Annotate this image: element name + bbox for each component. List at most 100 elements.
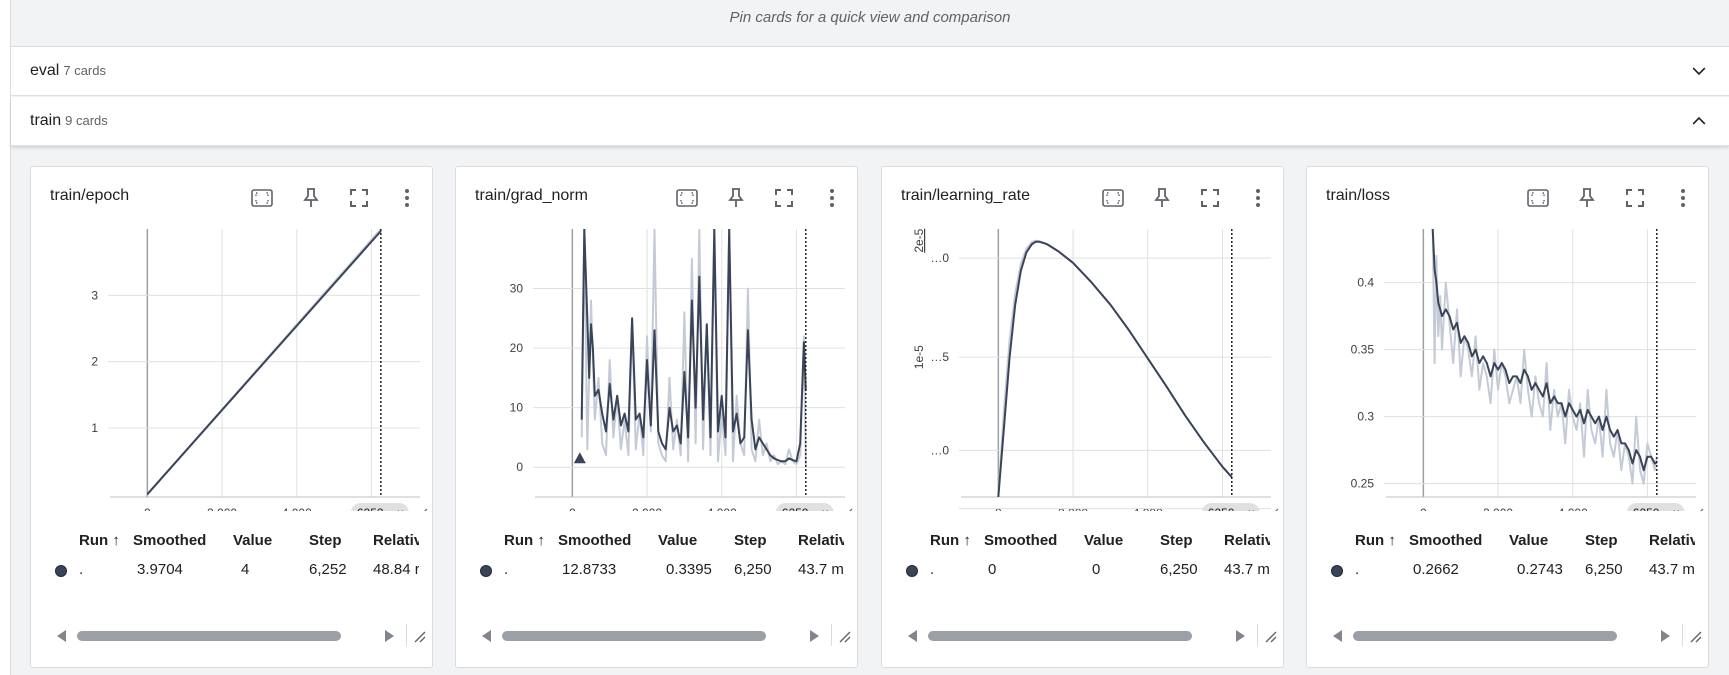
fullscreen-button[interactable] [344,183,374,213]
col-value[interactable]: Value [658,532,698,549]
scalar-card-1: train/grad_norm 02,0004,00001020306250× … [455,166,858,668]
col-step[interactable]: Step [1160,532,1193,549]
pin-button[interactable] [296,183,326,213]
fit-domain-button[interactable] [672,183,702,213]
table-scrollbar[interactable] [476,627,824,645]
close-icon: × [1673,506,1680,511]
more-vert-icon [820,186,844,210]
scrollbar-thumb[interactable] [928,631,1192,641]
scroll-left-icon[interactable] [1333,630,1342,642]
scrollbar-thumb[interactable] [77,631,341,641]
table-scrollbar[interactable] [51,627,399,645]
line-chart[interactable]: 0 2,000 4,000 0 10 20 30 6250 × [456,221,859,511]
step-cursor-badge [351,503,409,511]
fullscreen-button[interactable] [1195,183,1225,213]
fullscreen-icon [772,186,796,210]
scroll-left-icon[interactable] [482,630,491,642]
x-tick-label: 2,000 [632,506,662,511]
scroll-right-icon[interactable] [385,630,394,642]
col-run[interactable]: Run ↑ [930,532,971,549]
chart-resize-icon [849,508,853,511]
group-header-eval[interactable]: eval 7 cards [11,47,1729,96]
resize-handle[interactable] [1257,624,1280,646]
col-step[interactable]: Step [1585,532,1618,549]
card-title: train/grad_norm [475,187,588,204]
line-chart[interactable]: 0 2,000 4,000 1 2 3 6252 × [31,221,434,511]
run-color-swatch[interactable] [55,565,67,577]
raw-series-line [997,239,1233,497]
chart-svg: 02,0004,000…0…5…02e-51e-56250× [912,228,1279,511]
cell-value: 0.2743 [1517,561,1563,578]
y-tick-label: 1 [91,421,98,435]
chart-svg: 0 2,000 4,000 0.25 0.3 0.35 0.4 6250 × [1351,229,1704,511]
more-options-button[interactable] [1243,183,1273,213]
pin-button[interactable] [1572,183,1602,213]
step-cursor-label: 6250 [782,506,809,511]
scroll-left-icon[interactable] [908,630,917,642]
group-header-train[interactable]: train 9 cards [11,97,1729,146]
cell-step: 6,252 [309,561,347,578]
more-options-button[interactable] [817,183,847,213]
col-smoothed[interactable]: Smoothed [984,532,1058,549]
chevron-down-icon[interactable] [1689,61,1709,81]
run-color-swatch[interactable] [906,565,918,577]
col-relative[interactable]: Relative [1224,532,1270,549]
table-scrollbar[interactable] [902,627,1250,645]
col-run[interactable]: Run ↑ [504,532,545,549]
smoothed-series-line [580,229,807,463]
col-smoothed[interactable]: Smoothed [558,532,632,549]
line-chart[interactable]: 0 2,000 4,000 0.25 0.3 0.35 0.4 6250 × [1307,221,1710,511]
cell-smoothed: 12.8733 [562,561,617,578]
chart-svg: 0 2,000 4,000 0 10 20 30 6250 × [510,229,853,511]
col-relative[interactable]: Relative [373,532,419,549]
cell-run: . [79,561,84,578]
more-vert-icon [1671,186,1695,210]
resize-handle[interactable] [1682,624,1705,646]
pin-button[interactable] [721,183,751,213]
y-axis-exponent-label: 2e-5 [912,228,926,252]
cell-value: 4 [241,561,250,578]
table-scrollbar[interactable] [1327,627,1675,645]
y-tick-label: 30 [510,282,524,296]
fullscreen-button[interactable] [1620,183,1650,213]
scrollbar-thumb[interactable] [502,631,766,641]
scroll-left-icon[interactable] [57,630,66,642]
scalar-card-3: train/loss 0 2,000 4,000 0.25 0.3 0.35 0.4 6250… [1306,166,1709,668]
data-table: Run ↑ Smoothed Value Step Relative . 0.2… [1347,527,1695,597]
fit-domain-button[interactable] [1523,183,1553,213]
fit-domain-icon [1101,186,1125,210]
fullscreen-button[interactable] [769,183,799,213]
col-value[interactable]: Value [233,532,273,549]
chevron-up-icon[interactable] [1689,111,1709,131]
col-relative[interactable]: Relative [1649,532,1695,549]
col-run[interactable]: Run ↑ [1355,532,1396,549]
col-run[interactable]: Run ↑ [79,532,120,549]
col-value[interactable]: Value [1509,532,1549,549]
resize-handle[interactable] [831,624,854,646]
run-color-swatch[interactable] [480,565,492,577]
group-count-train: 9 cards [65,113,108,128]
run-color-swatch[interactable] [1331,565,1343,577]
scroll-right-icon[interactable] [1236,630,1245,642]
more-options-button[interactable] [1668,183,1698,213]
scroll-right-icon[interactable] [810,630,819,642]
scrollbar-thumb[interactable] [1353,631,1617,641]
cell-run: . [1355,561,1360,578]
fit-domain-button[interactable] [247,183,277,213]
chart-resize-icon [1700,508,1704,511]
pin-button[interactable] [1147,183,1177,213]
x-tick-label: 2,000 [207,506,237,511]
resize-handle[interactable] [406,624,429,646]
fit-domain-button[interactable] [1098,183,1128,213]
col-step[interactable]: Step [734,532,767,549]
col-smoothed[interactable]: Smoothed [133,532,207,549]
col-value[interactable]: Value [1084,532,1124,549]
col-step[interactable]: Step [309,532,342,549]
group-title-eval: eval 7 cards [30,62,106,80]
col-smoothed[interactable]: Smoothed [1409,532,1483,549]
scroll-right-icon[interactable] [1661,630,1670,642]
line-chart[interactable]: 02,0004,000…0…5…02e-51e-56250× [882,221,1285,511]
col-relative[interactable]: Relative [798,532,844,549]
more-options-button[interactable] [392,183,422,213]
group-title-train: train 9 cards [30,112,108,130]
